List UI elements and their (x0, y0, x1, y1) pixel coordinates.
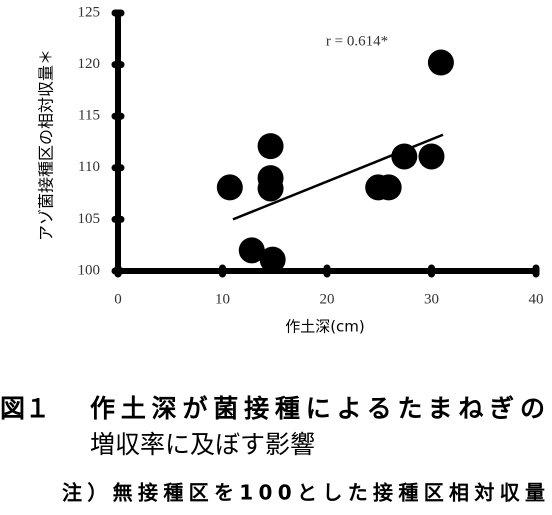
x-tick-label: 10 (215, 291, 230, 307)
caption-note: 注）無接種区を100とした接種区相対収量 (62, 481, 545, 505)
point (375, 174, 402, 201)
x-tick-label: 40 (529, 291, 544, 307)
x-tick-label: 20 (320, 291, 335, 307)
point (391, 143, 418, 170)
caption-title: 作土深が菌接種によるたまねぎの (90, 394, 545, 423)
y-axis-label: アゾ菌接種区の相対収量＊ (37, 49, 56, 241)
point (259, 246, 286, 273)
x-tick-label: 30 (424, 291, 439, 307)
point (418, 143, 445, 170)
y-tick-label: 115 (78, 108, 100, 124)
y-tick-label: 100 (78, 262, 101, 278)
point (427, 49, 454, 76)
point (216, 174, 243, 201)
y-tick-label: 110 (78, 159, 100, 175)
trend-line (232, 133, 444, 221)
y-tick-label: 120 (78, 56, 101, 72)
figure-label: 図１ (0, 394, 50, 423)
point (257, 133, 284, 160)
caption-title: 増収率に及ぼす影響 (90, 430, 315, 459)
point (257, 175, 284, 202)
point (238, 237, 265, 264)
x-tick-label: 0 (114, 291, 122, 307)
y-tick-label: 105 (78, 211, 101, 227)
annotation: r = 0.614* (326, 33, 388, 49)
y-tick-label: 125 (78, 4, 101, 20)
x-axis-label: 作土深(cm) (285, 318, 365, 336)
